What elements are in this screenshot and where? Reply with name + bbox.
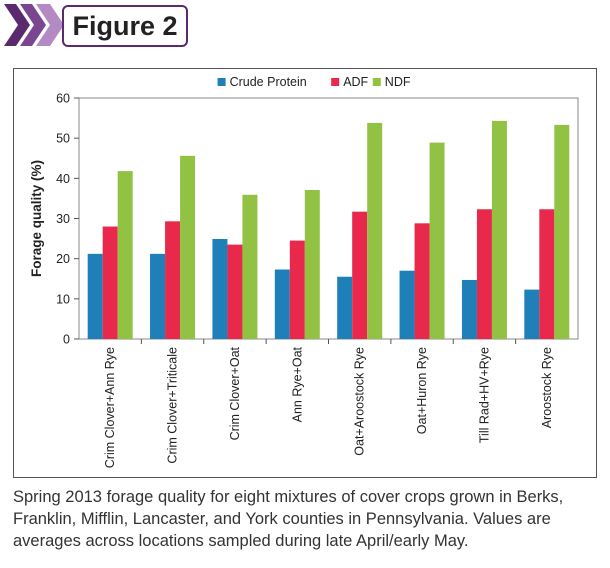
bar <box>476 209 492 339</box>
y-tick-label: 60 <box>56 92 70 106</box>
y-tick-label: 10 <box>56 292 70 306</box>
figure-caption: Spring 2013 forage quality for eight mix… <box>13 488 564 550</box>
legend-label: NDF <box>385 75 411 89</box>
figure-header: Figure 2 <box>4 4 204 47</box>
chevron-3 <box>36 4 64 46</box>
bar <box>102 226 118 339</box>
bar <box>491 120 507 339</box>
figure-title: Figure 2 <box>62 5 188 47</box>
y-tick-label: 30 <box>56 212 70 226</box>
y-tick-label: 20 <box>56 252 70 266</box>
bar <box>554 124 570 339</box>
chevron-2 <box>20 4 46 46</box>
bar <box>399 270 415 339</box>
y-axis-label: Forage quality (%) <box>29 160 44 277</box>
x-category-label: Crim Clover+Oat <box>228 346 242 440</box>
bar <box>150 253 166 339</box>
legend-swatch <box>331 78 340 86</box>
bar <box>524 289 540 339</box>
bar <box>429 142 445 339</box>
legend-label: Crude Protein <box>230 75 307 89</box>
y-tick-label: 40 <box>56 172 70 186</box>
bar <box>337 276 353 339</box>
legend-label: ADF <box>343 75 368 89</box>
bar <box>304 189 320 339</box>
bar <box>180 155 196 339</box>
bar <box>212 238 228 339</box>
x-category-label: Crim Clover+Triticale <box>166 347 180 464</box>
bar <box>352 211 368 339</box>
x-category-label: Aroostock Rye <box>540 347 554 428</box>
bar <box>289 240 305 339</box>
y-tick-label: 50 <box>56 132 70 146</box>
bar <box>87 253 103 339</box>
x-category-label: Oat+Huron Rye <box>415 347 429 434</box>
bar <box>227 244 243 339</box>
bar <box>461 279 477 339</box>
bar-chart: 0 10 20 30 40 50 60 Forage quality (%) Crim Clov… <box>29 75 579 468</box>
x-category-label: Till Rad+HV+Rye <box>477 347 491 443</box>
x-category-label: Crim Clover+Ann Rye <box>103 347 117 468</box>
x-category-label: Oat+Aroostock Rye <box>353 347 367 456</box>
bar <box>414 223 430 339</box>
bar <box>165 221 181 339</box>
legend-swatch <box>217 78 226 86</box>
bar <box>367 122 383 339</box>
chart-frame: 0 10 20 30 40 50 60 Forage quality (%) Crim Clov… <box>13 68 597 478</box>
legend-swatch <box>372 78 381 86</box>
bar <box>242 194 258 339</box>
bar <box>539 209 555 339</box>
x-category-label: Ann Rye+Oat <box>290 346 304 422</box>
chevron-1 <box>4 4 30 46</box>
y-tick-label: 0 <box>63 333 70 347</box>
bar <box>117 171 133 339</box>
bar <box>274 269 290 339</box>
chevron-decoration <box>4 4 64 46</box>
